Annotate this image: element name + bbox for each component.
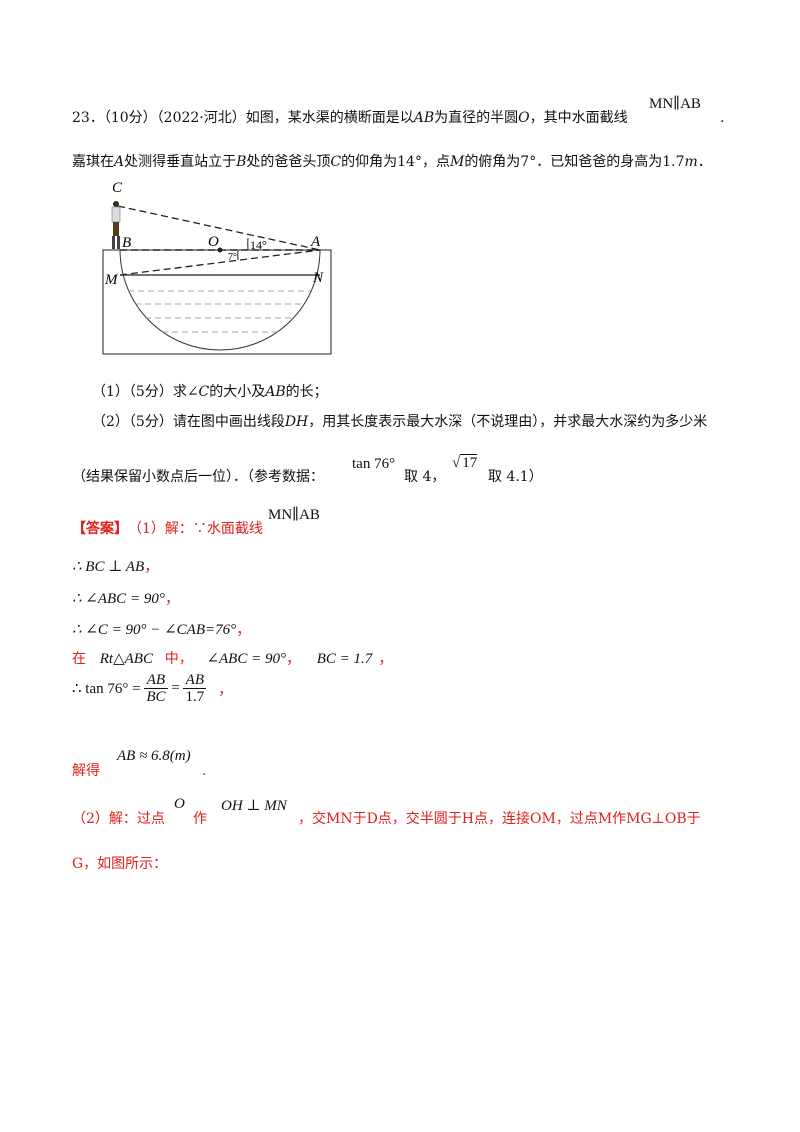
answer-part2-zuo: 作	[193, 811, 207, 827]
answer-part2-c: G，如图所示：	[72, 856, 168, 872]
text: 在	[72, 652, 86, 667]
fraction-ab-17: AB 1.7	[183, 672, 207, 705]
period: .	[720, 110, 725, 126]
take-41: 取 4.1）	[488, 469, 543, 485]
problem-stem-text: ，其中水面截线	[529, 110, 628, 126]
step-solve-end: .	[202, 763, 207, 779]
problem-score: （10分）	[103, 110, 157, 126]
text: 的仰角为14°，点	[341, 154, 450, 170]
text: 处的爸爸头顶	[246, 154, 331, 170]
label-m: M	[104, 272, 119, 288]
step-end: ，	[164, 591, 180, 607]
text: ，	[217, 682, 233, 698]
fraction-ab-bc: AB BC	[144, 672, 168, 705]
step-tan-equation: ∴ tan 76° = AB BC = AB 1.7 ，	[72, 672, 233, 705]
text: 处测得垂直站立于	[124, 154, 237, 170]
text: 的长；	[285, 384, 328, 400]
answer-part2-a: （2）解：过点	[72, 811, 165, 827]
text: ，	[378, 651, 394, 667]
step-expr: ∴ ∠ABC = 90°	[72, 591, 165, 607]
var-m: M	[449, 154, 465, 170]
text: ，	[285, 651, 301, 667]
label-a: A	[310, 234, 321, 250]
angle-7-label: 7°	[228, 252, 237, 263]
canal-frame	[102, 249, 332, 355]
text: 嘉琪在	[72, 154, 114, 170]
step-bc-perp-ab: ∴ BC ⊥ AB，	[72, 555, 159, 576]
numerator: AB	[144, 672, 168, 689]
problem-number: 23．	[72, 110, 104, 126]
var-ab: AB	[413, 110, 435, 126]
var-b: B	[236, 154, 247, 170]
var-a: A	[114, 154, 125, 170]
denominator: 1.7	[185, 689, 205, 705]
var-c: C	[330, 154, 342, 170]
text: 中，	[164, 652, 193, 667]
step-expr: ∴ BC ⊥ AB	[72, 559, 145, 575]
label-n: N	[312, 270, 324, 286]
question-2: （2）（5分）请在图中画出线段DH，用其长度表示最大水深（不说理由），并求最大水…	[92, 413, 707, 431]
label-b: B	[122, 235, 131, 251]
sight-line-am	[119, 249, 321, 276]
var-o: O	[518, 110, 530, 126]
sqrt-17-expr: √ 17	[452, 454, 478, 471]
sqrt-radicand: 17	[460, 454, 478, 471]
problem-stem-text: 为直径的半圆	[434, 110, 519, 126]
point-o: O	[174, 796, 185, 812]
step-ab-result: AB ≈ 6.8(m)	[117, 748, 191, 764]
answer-part2-b: ，交MN于D点，交半圆于H点，连接OM，过点M作MG⊥OB于	[298, 811, 701, 827]
equals: =	[171, 680, 180, 696]
step-expr: ∴ ∠C = 90° − ∠CAB=76°	[72, 622, 237, 638]
text: ，用其长度表示最大水深（不说理由），并求最大水深约为多少米	[308, 414, 708, 430]
question-1: （1）（5分）求∠C的大小及AB的长；	[92, 383, 328, 401]
tan-lhs: ∴ tan 76° =	[72, 681, 141, 697]
text: （1）（5分）求∠	[92, 384, 199, 400]
denominator: BC	[146, 689, 166, 705]
answer-tag: 【答案】	[72, 521, 128, 537]
step-solve-label: 解得	[72, 763, 100, 779]
step-end: ，	[144, 559, 160, 575]
step-angle-abc: ∴ ∠ABC = 90°，	[72, 587, 180, 608]
person-figure	[111, 201, 121, 249]
var-c: C	[198, 384, 210, 400]
label-c: C	[112, 180, 123, 196]
canal-figure: C B O A M N 14° 7°	[102, 180, 332, 355]
problem-stem-text: 如图，某水渠的横断面是以	[245, 110, 414, 126]
text: 的大小及	[209, 384, 266, 400]
problem-line-1: 23．（10分）（2022·河北）如图，某水渠的横断面是以AB为直径的半圆O，其…	[72, 109, 628, 127]
unit-m: m	[684, 154, 698, 170]
take-4: 取 4，	[404, 469, 446, 485]
answer-mn-parallel-ab: MN∥AB	[268, 507, 320, 523]
answer-part1-label: （1）解：∵水面截线	[128, 521, 263, 537]
step-angle-c: ∴ ∠C = 90° − ∠CAB=76°，	[72, 618, 251, 639]
label-o: O	[208, 234, 219, 250]
numerator: AB	[183, 672, 207, 689]
text: ．	[697, 154, 712, 170]
step-right-triangle: 在 Rt△ABC 中， ∠ABC = 90°， BC = 1.7，	[72, 647, 393, 669]
tan76-expr: tan 76°	[352, 456, 396, 472]
angle-14-label: 14°	[250, 238, 267, 252]
text: 的俯角为7°．已知爸爸的身高为1.7	[464, 154, 685, 170]
var-dh: DH	[284, 414, 309, 430]
step-end: ，	[236, 622, 252, 638]
angle-expr: ∠ABC = 90°	[206, 651, 286, 667]
text: （2）（5分）请在图中画出线段	[92, 414, 285, 430]
oh-perp-mn: OH ⊥ MN	[221, 798, 287, 814]
mn-parallel-ab: MN∥AB	[649, 96, 701, 112]
question-2-line-2: （结果保留小数点后一位）．（参考数据：	[72, 469, 324, 485]
problem-source: （2022·河北）	[156, 110, 246, 126]
center-o	[217, 247, 223, 253]
var-ab: AB	[265, 384, 286, 400]
semicircle	[119, 249, 321, 351]
triangle-expr: Rt△ABC	[99, 651, 153, 667]
bc-expr: BC = 1.7	[316, 651, 373, 667]
problem-line-2: 嘉琪在A处测得垂直站立于B处的爸爸头顶C的仰角为14°，点M的俯角为7°．已知爸…	[72, 153, 712, 171]
sight-line-ac	[117, 205, 321, 251]
